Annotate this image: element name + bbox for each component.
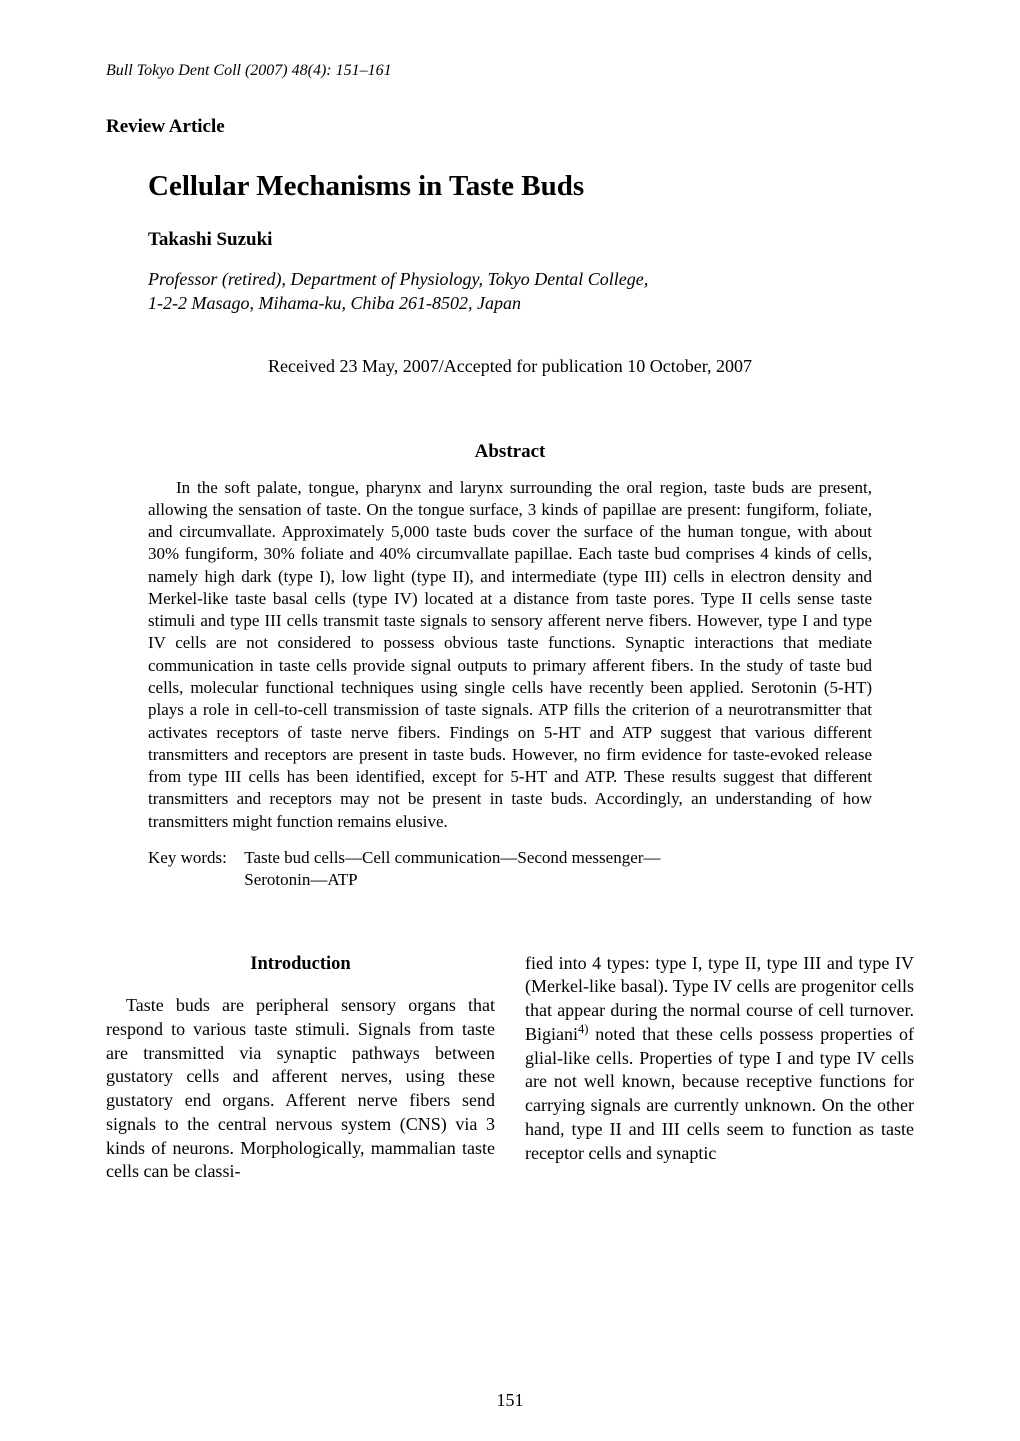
keywords-block: Key words: Taste bud cells—Cell communic… (148, 847, 872, 892)
article-title: Cellular Mechanisms in Taste Buds (148, 170, 914, 203)
affiliation-line-2: 1-2-2 Masago, Mihama-ku, Chiba 261-8502,… (148, 293, 521, 313)
introduction-heading: Introduction (106, 952, 495, 976)
author-affiliation: Professor (retired), Department of Physi… (148, 267, 914, 316)
affiliation-line-1: Professor (retired), Department of Physi… (148, 269, 648, 289)
page-number: 151 (0, 1390, 1020, 1411)
received-accepted-dates: Received 23 May, 2007/Accepted for publi… (106, 356, 914, 377)
intro-paragraph-left: Taste buds are peripheral sensory organs… (106, 994, 495, 1184)
abstract-heading: Abstract (106, 441, 914, 463)
citation-superscript: 4) (578, 1022, 589, 1036)
intro-col2-part2: noted that these cells possess propertie… (525, 1024, 914, 1163)
keywords-line-1: Taste bud cells—Cell communication—Secon… (244, 848, 660, 867)
author-name: Takashi Suzuki (148, 229, 914, 251)
keywords-line-2: Serotonin—ATP (244, 870, 357, 889)
body-columns: Introduction Taste buds are peripheral s… (106, 952, 914, 1184)
intro-paragraph-right: fied into 4 types: type I, type II, type… (525, 952, 914, 1166)
column-right: fied into 4 types: type I, type II, type… (525, 952, 914, 1184)
article-type: Review Article (106, 116, 914, 138)
keywords-values: Taste bud cells—Cell communication—Secon… (244, 847, 868, 892)
journal-citation: Bull Tokyo Dent Coll (2007) 48(4): 151–1… (106, 62, 914, 80)
abstract-body: In the soft palate, tongue, pharynx and … (148, 477, 872, 833)
keywords-label: Key words: (148, 847, 240, 869)
column-left: Introduction Taste buds are peripheral s… (106, 952, 495, 1184)
